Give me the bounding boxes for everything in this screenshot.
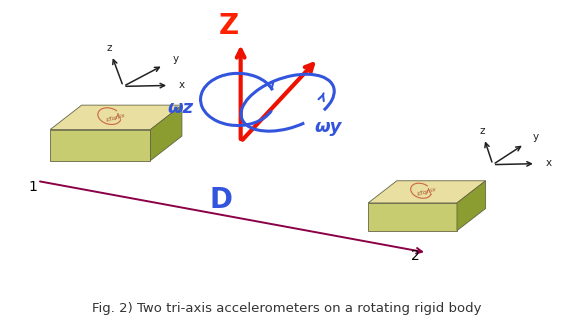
Text: kTonix: kTonix: [417, 187, 437, 197]
Text: ωy: ωy: [314, 118, 342, 136]
Text: 1: 1: [29, 181, 38, 194]
Text: y: y: [173, 53, 179, 64]
Text: Z: Z: [219, 12, 240, 40]
Text: x: x: [545, 158, 551, 168]
Text: kTonix: kTonix: [105, 112, 127, 123]
Text: y: y: [532, 132, 539, 142]
Text: ωz: ωz: [167, 98, 194, 117]
Text: Fig. 2) Two tri-axis accelerometers on a rotating rigid body: Fig. 2) Two tri-axis accelerometers on a…: [92, 302, 481, 315]
Text: z: z: [107, 43, 112, 53]
Text: D: D: [209, 186, 232, 215]
Polygon shape: [368, 203, 457, 231]
Text: 2: 2: [411, 249, 420, 263]
Text: x: x: [179, 80, 185, 90]
Polygon shape: [50, 129, 150, 160]
Text: z: z: [479, 126, 485, 136]
Polygon shape: [368, 181, 486, 203]
Polygon shape: [457, 181, 486, 231]
Polygon shape: [50, 105, 182, 129]
Polygon shape: [150, 105, 182, 160]
